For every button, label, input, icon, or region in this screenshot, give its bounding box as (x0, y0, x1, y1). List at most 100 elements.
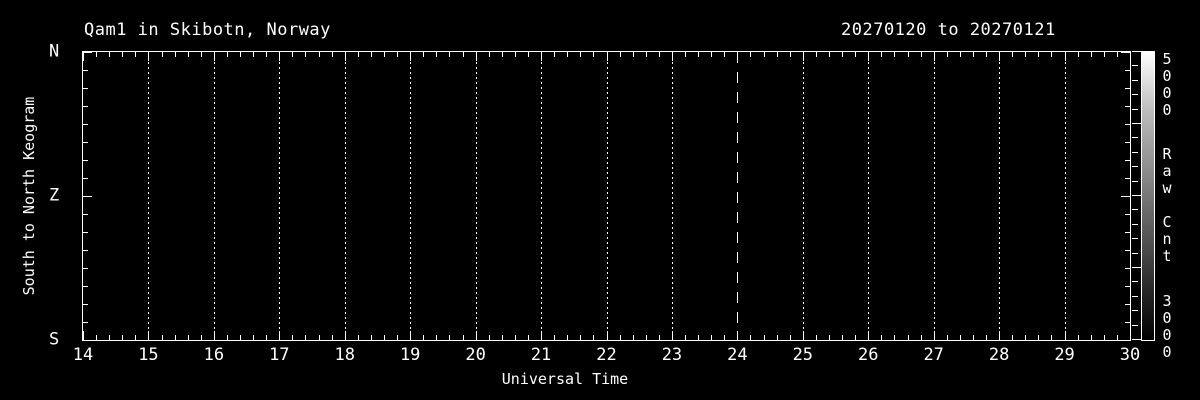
x-axis-minor-tick (816, 335, 817, 340)
x-axis-minor-tick (855, 52, 856, 57)
x-axis-minor-tick (188, 335, 189, 340)
y-axis-minor-tick (1125, 304, 1130, 305)
x-axis-minor-tick (620, 52, 621, 57)
x-axis-minor-tick (528, 52, 529, 57)
x-axis-minor-tick (593, 335, 594, 340)
x-axis-minor-tick (908, 52, 909, 57)
x-axis-minor-tick (633, 52, 634, 57)
x-axis-minor-tick (790, 52, 791, 57)
x-axis-minor-tick (332, 335, 333, 340)
x-axis-minor-tick (358, 52, 359, 57)
y-axis-title: South to North Keogram (20, 96, 38, 296)
x-axis-tick (279, 331, 280, 340)
x-axis-minor-tick (109, 335, 110, 340)
y-axis-tick-label: S (49, 329, 60, 350)
x-axis-minor-tick (1117, 52, 1118, 57)
x-axis-minor-tick (685, 335, 686, 340)
x-axis-minor-tick (554, 335, 555, 340)
x-axis-minor-tick (122, 52, 123, 57)
x-axis-minor-tick (593, 52, 594, 57)
midnight-marker-line (737, 52, 738, 340)
y-axis-minor-tick (83, 268, 88, 269)
x-axis-tick (148, 52, 149, 61)
x-axis-tick (476, 331, 477, 340)
x-axis-minor-tick (646, 52, 647, 57)
x-axis-tick-label: 25 (792, 345, 814, 365)
x-axis-minor-tick (750, 335, 751, 340)
y-axis-minor-tick (1125, 88, 1130, 89)
x-axis-tick (868, 331, 869, 340)
x-axis-tick-label: 30 (1119, 345, 1141, 365)
colorbar-tick (1132, 296, 1138, 297)
x-axis-minor-tick (240, 52, 241, 57)
x-axis-minor-tick (384, 52, 385, 57)
x-axis-minor-tick (881, 335, 882, 340)
x-axis-minor-tick (1038, 335, 1039, 340)
x-axis-minor-tick (423, 52, 424, 57)
x-axis-tick (214, 52, 215, 61)
x-axis-minor-tick (698, 52, 699, 57)
gridline (476, 52, 477, 340)
colorbar-tick (1132, 224, 1138, 225)
x-axis-minor-tick (908, 335, 909, 340)
colorbar-tick (1132, 267, 1141, 268)
x-axis-tick (737, 52, 738, 61)
x-axis-minor-tick (162, 52, 163, 57)
x-axis-minor-tick (397, 52, 398, 57)
x-axis-minor-tick (580, 335, 581, 340)
x-axis-minor-tick (620, 335, 621, 340)
x-axis-minor-tick (305, 52, 306, 57)
colorbar-title: Raw Cnt (1158, 145, 1176, 264)
x-axis-minor-tick (567, 335, 568, 340)
x-axis-tick (672, 331, 673, 340)
x-axis-minor-tick (1012, 52, 1013, 57)
x-axis-tick-label: 23 (661, 345, 683, 365)
x-axis-minor-tick (319, 335, 320, 340)
x-axis-minor-tick (1051, 52, 1052, 57)
colorbar-tick (1132, 209, 1138, 210)
colorbar-tick (1132, 123, 1141, 124)
x-axis-minor-tick (685, 52, 686, 57)
x-axis-minor-tick (449, 52, 450, 57)
x-axis-tick-label: 26 (858, 345, 879, 365)
gridline (410, 52, 411, 340)
x-axis-tick (607, 331, 608, 340)
y-axis-minor-tick (83, 304, 88, 305)
x-axis-tick (345, 52, 346, 61)
x-axis-tick-label: 18 (334, 345, 355, 365)
x-axis-minor-tick (842, 52, 843, 57)
y-axis-minor-tick (1125, 250, 1130, 251)
y-axis-minor-tick (1125, 142, 1130, 143)
x-axis-minor-tick (201, 335, 202, 340)
x-axis-minor-tick (646, 335, 647, 340)
x-axis-minor-tick (135, 52, 136, 57)
y-axis-minor-tick (83, 178, 88, 179)
x-axis-minor-tick (750, 52, 751, 57)
y-axis-tick (83, 340, 92, 341)
x-axis-minor-tick (580, 52, 581, 57)
x-axis-minor-tick (947, 335, 948, 340)
x-axis-minor-tick (986, 52, 987, 57)
x-axis-minor-tick (463, 335, 464, 340)
x-axis-minor-tick (292, 52, 293, 57)
x-axis-minor-tick (305, 335, 306, 340)
x-axis-minor-tick (502, 335, 503, 340)
y-axis-minor-tick (1125, 124, 1130, 125)
x-axis-tick-label: 28 (988, 345, 1010, 365)
x-axis-minor-tick (253, 52, 254, 57)
x-axis-minor-tick (973, 52, 974, 57)
x-axis-minor-tick (96, 335, 97, 340)
x-axis-tick-label: 21 (530, 345, 552, 365)
x-axis-minor-tick (122, 335, 123, 340)
x-axis-minor-tick (227, 335, 228, 340)
colorbar-tick (1132, 238, 1138, 239)
colorbar-min-label: 3000 (1158, 292, 1176, 360)
y-axis-minor-tick (1125, 160, 1130, 161)
x-axis-tick (410, 331, 411, 340)
x-axis-minor-tick (397, 335, 398, 340)
x-axis-tick (607, 52, 608, 61)
x-axis-tick (934, 52, 935, 61)
x-axis-minor-tick (371, 52, 372, 57)
x-axis-minor-tick (266, 335, 267, 340)
x-axis-title: Universal Time (501, 370, 629, 388)
